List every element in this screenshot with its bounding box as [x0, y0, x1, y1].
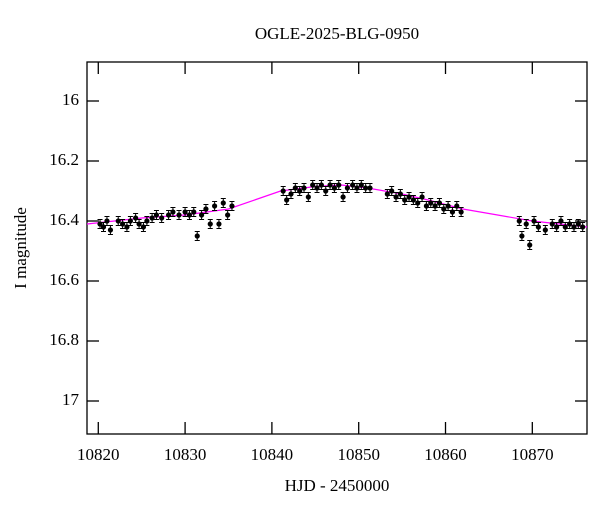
- y-tick-label: 16: [62, 90, 79, 109]
- data-point: [558, 218, 564, 224]
- data-point: [562, 224, 568, 230]
- plot-frame: [86, 61, 588, 435]
- data-point: [207, 221, 213, 227]
- data-point: [432, 203, 438, 209]
- y-tick-label: 16.4: [49, 210, 79, 229]
- data-point: [402, 197, 408, 203]
- data-point: [384, 191, 390, 197]
- data-point: [220, 200, 226, 206]
- data-point: [423, 203, 430, 209]
- data-point: [288, 191, 294, 197]
- data-point: [393, 194, 399, 200]
- y-tick-label: 16.2: [49, 150, 79, 169]
- data-point: [571, 224, 577, 230]
- data-point: [389, 188, 395, 194]
- data-point: [415, 200, 421, 206]
- data-point: [397, 191, 403, 197]
- data-point: [191, 209, 197, 215]
- data-point: [198, 212, 205, 218]
- y-tick-label: 17: [62, 390, 80, 409]
- data-point: [229, 203, 235, 209]
- data-point: [410, 197, 416, 203]
- data-point: [549, 221, 555, 227]
- data-point: [516, 218, 522, 224]
- data-point: [419, 194, 425, 200]
- data-point: [436, 200, 443, 206]
- y-tick-label: 16.8: [49, 330, 79, 349]
- data-point: [144, 218, 150, 224]
- x-tick-label: 10830: [164, 445, 207, 464]
- data-point: [441, 206, 447, 212]
- y-tick-label: 16.6: [49, 270, 79, 289]
- data-point: [519, 233, 525, 239]
- data-point: [186, 212, 193, 218]
- data-point: [454, 203, 460, 209]
- data-point: [367, 185, 373, 191]
- data-point: [297, 188, 303, 194]
- chart-title: OGLE-2025-BLG-0950: [255, 24, 419, 43]
- data-point: [165, 212, 172, 218]
- data-point: [176, 212, 182, 218]
- data-point: [575, 221, 581, 227]
- data-point: [301, 185, 307, 191]
- data-point: [542, 227, 548, 233]
- data-point: [331, 185, 337, 191]
- data-point: [344, 185, 351, 191]
- data-point: [159, 215, 165, 221]
- data-point: [363, 185, 369, 191]
- data-point: [182, 209, 188, 215]
- data-point: [323, 188, 329, 194]
- data-point: [535, 224, 541, 230]
- data-point: [136, 221, 142, 227]
- data-point: [354, 185, 360, 191]
- data-point: [350, 182, 356, 188]
- x-tick-label: 10870: [511, 445, 554, 464]
- data-point: [212, 203, 218, 209]
- x-tick-label: 10840: [251, 445, 294, 464]
- data-point: [225, 212, 231, 218]
- data-point: [305, 194, 311, 200]
- data-point: [336, 182, 342, 188]
- y-axis-label: I magnitude: [11, 207, 30, 289]
- data-point: [314, 185, 320, 191]
- data-point: [194, 233, 200, 239]
- data-point: [119, 221, 126, 227]
- data-point: [523, 221, 529, 227]
- data-point: [358, 182, 364, 188]
- data-point: [104, 218, 110, 224]
- data-point: [203, 206, 209, 212]
- data-point: [216, 221, 222, 227]
- data-point: [327, 182, 333, 188]
- x-tick-label: 10820: [77, 445, 120, 464]
- x-tick-label: 10850: [337, 445, 380, 464]
- data-point: [280, 188, 286, 194]
- data-point: [107, 227, 114, 233]
- data-point: [406, 194, 412, 200]
- data-point: [567, 221, 573, 227]
- data-point: [340, 194, 346, 200]
- data-point: [310, 182, 316, 188]
- x-axis-label: HJD - 2450000: [285, 476, 390, 495]
- x-tick-label: 10860: [424, 445, 467, 464]
- data-point: [127, 218, 134, 224]
- data-point: [428, 200, 434, 206]
- data-point: [284, 197, 290, 203]
- data-point: [580, 224, 586, 230]
- data-point: [318, 182, 324, 188]
- data-point: [458, 209, 464, 215]
- data-point: [115, 218, 121, 224]
- data-point: [449, 209, 456, 215]
- data-point: [170, 209, 176, 215]
- data-point: [153, 212, 160, 218]
- data-point: [531, 218, 537, 224]
- data-point: [527, 242, 533, 248]
- data-point: [445, 203, 451, 209]
- data-point: [554, 224, 560, 230]
- data-point: [149, 215, 155, 221]
- data-point: [292, 185, 298, 191]
